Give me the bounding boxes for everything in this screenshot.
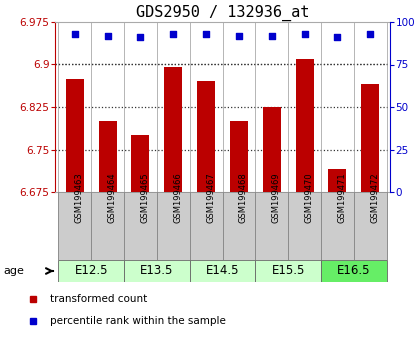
Bar — [321, 192, 354, 260]
Bar — [197, 81, 215, 192]
Text: GSM199465: GSM199465 — [140, 172, 149, 223]
Text: E14.5: E14.5 — [206, 264, 239, 278]
Text: GSM199469: GSM199469 — [272, 172, 281, 223]
Bar — [98, 121, 117, 192]
Point — [104, 33, 111, 39]
Text: E12.5: E12.5 — [74, 264, 108, 278]
Text: GSM199471: GSM199471 — [337, 172, 347, 223]
Bar — [91, 192, 124, 260]
Text: E13.5: E13.5 — [140, 264, 173, 278]
Text: GSM199466: GSM199466 — [173, 172, 182, 223]
Bar — [288, 192, 321, 260]
Point — [334, 34, 341, 40]
Bar — [354, 192, 387, 260]
Text: GSM199468: GSM199468 — [239, 172, 248, 223]
Point — [71, 31, 78, 37]
Text: E15.5: E15.5 — [271, 264, 305, 278]
Bar — [255, 260, 321, 282]
Text: E16.5: E16.5 — [337, 264, 371, 278]
Point — [203, 31, 210, 37]
Bar — [66, 79, 84, 192]
Text: GSM199467: GSM199467 — [206, 172, 215, 223]
Bar — [58, 260, 124, 282]
Bar — [321, 260, 387, 282]
Text: percentile rank within the sample: percentile rank within the sample — [50, 316, 226, 326]
Text: GSM199472: GSM199472 — [370, 172, 379, 223]
Title: GDS2950 / 132936_at: GDS2950 / 132936_at — [136, 5, 309, 21]
Bar — [295, 59, 314, 192]
Bar — [361, 84, 379, 192]
Point — [301, 31, 308, 37]
Point — [137, 34, 144, 40]
Bar — [328, 169, 347, 192]
Bar — [58, 192, 91, 260]
Bar — [255, 192, 288, 260]
Bar — [164, 67, 182, 192]
Bar — [263, 107, 281, 192]
Point — [236, 33, 242, 39]
Text: age: age — [3, 266, 24, 276]
Text: GSM199464: GSM199464 — [107, 172, 117, 223]
Bar — [124, 192, 157, 260]
Bar — [190, 192, 222, 260]
Point — [170, 31, 176, 37]
Point — [269, 33, 275, 39]
Bar — [190, 260, 255, 282]
Bar — [222, 192, 255, 260]
Bar — [124, 260, 190, 282]
Bar — [157, 192, 190, 260]
Bar — [230, 121, 248, 192]
Bar — [132, 135, 149, 192]
Point — [367, 31, 374, 37]
Text: GSM199470: GSM199470 — [305, 172, 314, 223]
Text: GSM199463: GSM199463 — [75, 172, 84, 223]
Text: transformed count: transformed count — [50, 294, 147, 304]
